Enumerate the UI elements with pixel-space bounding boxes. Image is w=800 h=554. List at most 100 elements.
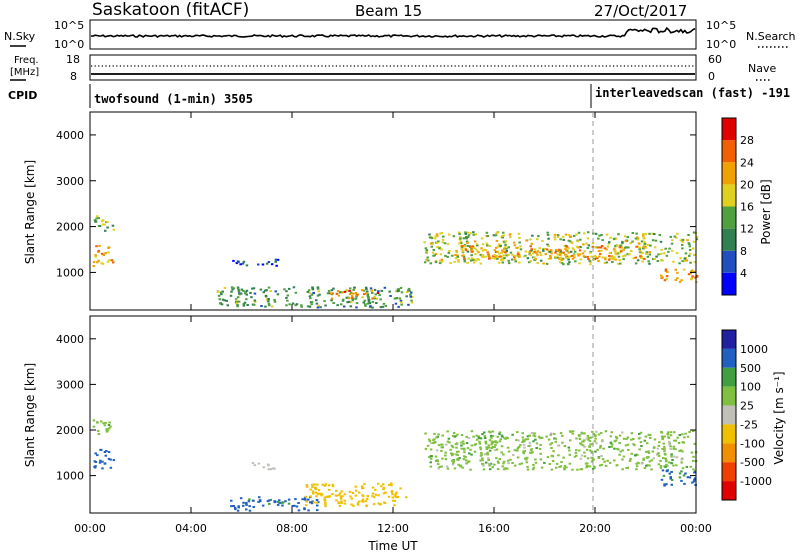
nave-tick-bottom: 0: [708, 70, 715, 83]
power-colorbar-tick: 24: [740, 156, 754, 169]
velocity-colorbar-tick: 500: [740, 362, 761, 375]
nsky-tick-bottom: 10^0: [54, 38, 84, 51]
power-colorbar-band: [722, 118, 736, 141]
power-region-0: [93, 215, 116, 232]
velocity-ytick-label: 1000: [56, 470, 84, 483]
velocity-colorbar-band: [722, 330, 736, 349]
velocity-colorbar-band: [722, 481, 736, 500]
velocity-region-6: [660, 469, 697, 487]
time-tick-label: 16:00: [478, 522, 510, 535]
power-colorbar-tick: 20: [740, 178, 754, 191]
time-tick-label: 00:00: [74, 522, 106, 535]
power-region-1: [92, 244, 115, 268]
power-colorbar-band: [722, 162, 736, 185]
freq-label: Freq.: [14, 55, 39, 66]
velocity-colorbar-tick: -100: [740, 437, 765, 450]
velocity-region-0: [92, 419, 112, 435]
power-colorbar-label: Power [dB]: [759, 179, 773, 244]
nsky-label: N.Sky: [4, 30, 36, 43]
velocity-y-axis: 1000 2000 3000 4000: [56, 333, 696, 483]
date-title: 27/Oct/2017: [594, 2, 687, 20]
power-colorbar-tick: 8: [740, 245, 747, 258]
velocity-colorbar-tick: 1000: [740, 343, 768, 356]
freq-tick-top: 18: [66, 53, 80, 66]
velocity-colorbar-band: [722, 443, 736, 463]
velocity-ytick-label: 2000: [56, 424, 84, 437]
power-ytick-label: 1000: [56, 266, 84, 279]
velocity-region-5: [424, 430, 698, 471]
noise-sky-line: [90, 26, 696, 38]
power-colorbar-tick: 4: [740, 267, 747, 280]
nsearch-label: N.Search: [746, 30, 796, 43]
power-colorbar-band: [722, 184, 736, 207]
velocity-colorbar: 1000 500 100 25 -25 -100 -500 -1000: [721, 329, 772, 501]
power-colorbar-band: [722, 272, 736, 295]
velocity-colorbar-tick: -25: [740, 418, 758, 431]
power-region-6: [460, 244, 646, 261]
velocity-region-1: [93, 448, 116, 470]
power-colorbar-tick: 28: [740, 134, 754, 147]
time-tick-label: 00:00: [680, 522, 712, 535]
velocity-region-4: [304, 482, 408, 508]
time-tick-label: 08:00: [276, 522, 308, 535]
velocity-data-marks: [92, 419, 698, 512]
power-data-marks: [92, 215, 699, 309]
velocity-colorbar-tick: -1000: [740, 475, 772, 488]
freq-unit-label: [MHz]: [10, 67, 39, 78]
velocity-frame: [89, 315, 697, 514]
time-tick-label: 04:00: [175, 522, 207, 535]
cpid-mode-2: interleavedscan (fast) -191: [595, 86, 790, 100]
nsky-tick-top: 10^5: [54, 19, 84, 32]
power-colorbar-band: [722, 250, 736, 273]
power-region-2: [232, 258, 280, 267]
velocity-ytick-label: 4000: [56, 333, 84, 346]
cpid-panel: CPID twofsound (1-min) 3505 interleaveds…: [8, 84, 790, 108]
power-ytick-label: 3000: [56, 175, 84, 188]
velocity-colorbar-band: [722, 405, 736, 425]
freq-tick-bottom: 8: [70, 70, 77, 83]
station-title: Saskatoon (fitACF): [92, 0, 249, 20]
power-colorbar-tick: 12: [740, 223, 754, 236]
power-ytick-label: 2000: [56, 221, 84, 234]
velocity-colorbar-band: [722, 462, 736, 482]
power-colorbar: 4 8 12 16 20 24 28: [721, 117, 754, 296]
power-colorbar-band: [722, 206, 736, 229]
time-tick-label: 12:00: [377, 522, 409, 535]
velocity-colorbar-band: [722, 348, 736, 368]
power-region-3: [216, 286, 414, 309]
freq-panel: Freq. [MHz] 18 8 60 0 Nave: [10, 53, 776, 83]
power-y-axis: 1000 2000 3000 4000: [56, 129, 696, 279]
power-region-4: [330, 289, 380, 300]
velocity-region-2: [251, 462, 276, 471]
noise-frame: [89, 19, 697, 50]
power-region-7: [660, 268, 699, 284]
velocity-colorbar-band: [722, 424, 736, 444]
power-ytick-label: 4000: [56, 129, 84, 142]
power-panel: 1000 2000 3000 4000 Slant Range [km] 4 8 12 16…: [23, 111, 773, 311]
velocity-x-axis: 00:00 04:00 08:00 12:00 16:00 20:00 00:00: [74, 112, 712, 535]
velocity-colorbar-label: Velocity [m s⁻¹]: [772, 371, 786, 464]
velocity-ytick-label: 3000: [56, 378, 84, 391]
velocity-colorbar-band: [722, 386, 736, 406]
power-frame: [89, 111, 697, 311]
noise-panel: N.Sky 10^5 10^0 10^5 10^0 N.Search: [4, 19, 796, 51]
power-colorbar-tick: 16: [740, 201, 754, 214]
nave-tick-top: 60: [708, 53, 722, 66]
velocity-region-3: [230, 496, 320, 512]
velocity-colorbar-tick: 25: [740, 400, 754, 413]
velocity-ylabel: Slant Range [km]: [23, 363, 37, 467]
time-tick-label: 20:00: [579, 522, 611, 535]
velocity-colorbar-tick: 100: [740, 381, 761, 394]
beam-title: Beam 15: [355, 2, 422, 20]
nave-label: Nave: [748, 62, 776, 75]
cpid-mode-1: twofsound (1-min) 3505: [94, 92, 253, 106]
freq-frame: [89, 54, 697, 81]
nsearch-tick-top: 10^5: [706, 19, 736, 32]
velocity-colorbar-tick: -500: [740, 456, 765, 469]
velocity-colorbar-band: [722, 367, 736, 387]
power-colorbar-band: [722, 228, 736, 251]
velocity-panel: 1000 2000 3000 4000 00:00 04:00 08:00 12:00 16:…: [23, 112, 786, 553]
nsearch-tick-bottom: 10^0: [706, 38, 736, 51]
power-colorbar-band: [722, 140, 736, 163]
